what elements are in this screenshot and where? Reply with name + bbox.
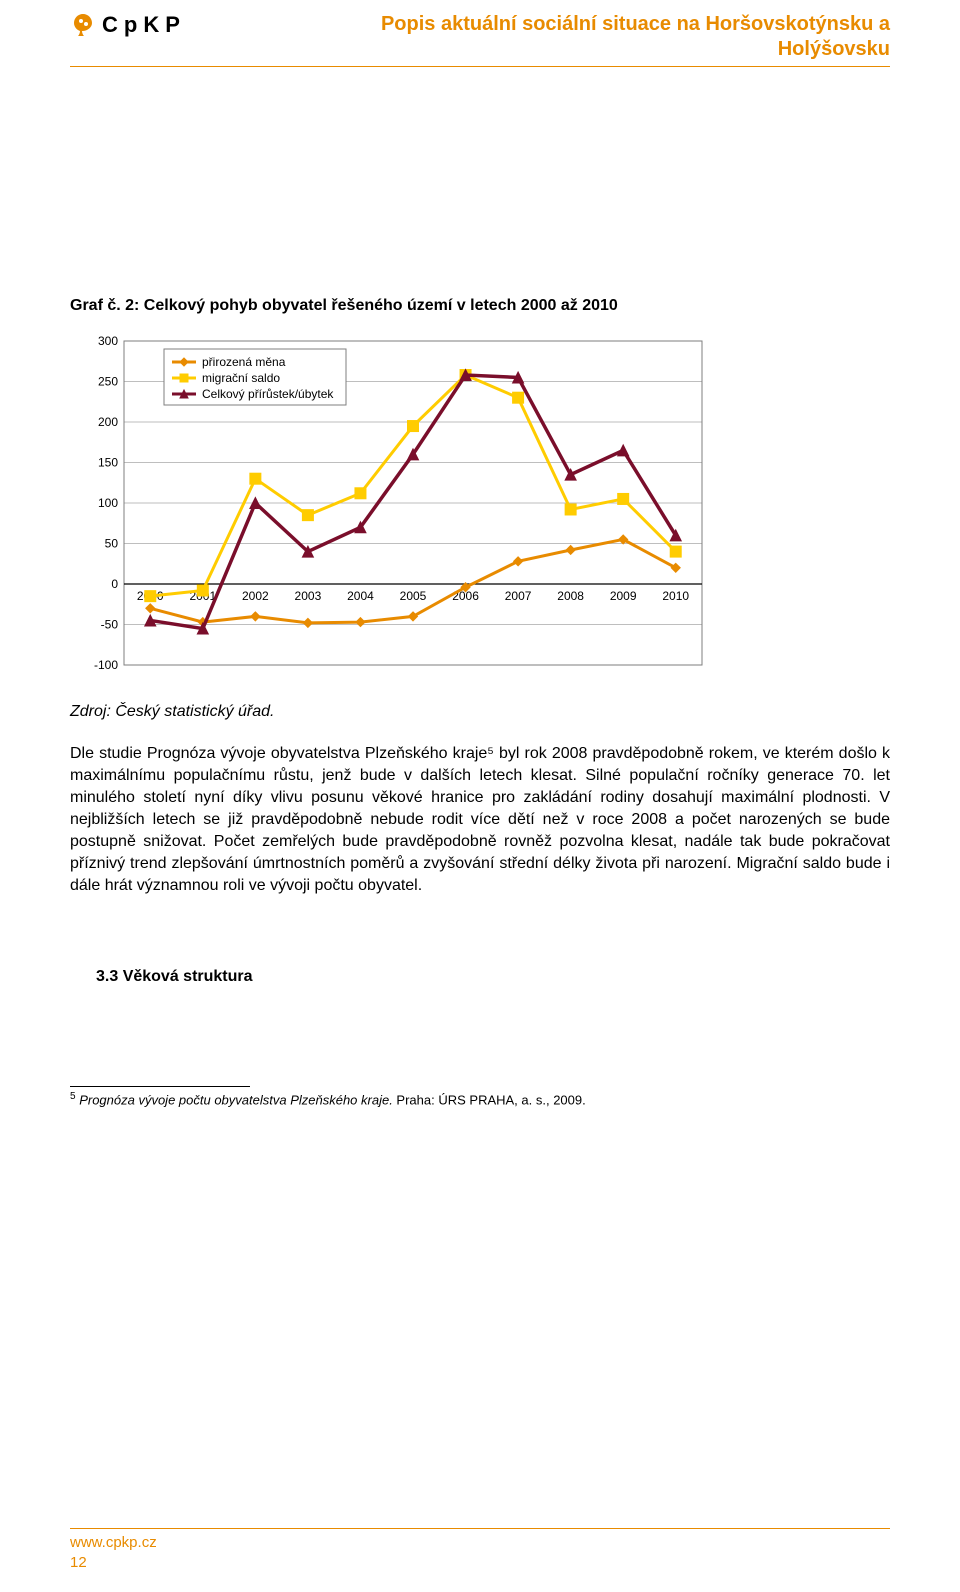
svg-text:-50: -50 bbox=[101, 618, 119, 632]
svg-text:200: 200 bbox=[98, 415, 118, 429]
chart-container: -100-50050100150200250300200020012002200… bbox=[76, 331, 716, 695]
svg-text:250: 250 bbox=[98, 375, 118, 389]
svg-text:2010: 2010 bbox=[662, 589, 689, 603]
svg-text:0: 0 bbox=[111, 577, 118, 591]
svg-text:přirozená měna: přirozená měna bbox=[202, 355, 286, 369]
svg-text:2002: 2002 bbox=[242, 589, 269, 603]
svg-text:Celkový přírůstek/úbytek: Celkový přírůstek/úbytek bbox=[202, 387, 334, 401]
chart-source: Zdroj: Český statistický úřad. bbox=[70, 703, 890, 721]
section-heading: 3.3 Věková struktura bbox=[96, 968, 890, 986]
svg-text:2003: 2003 bbox=[295, 589, 322, 603]
svg-text:2004: 2004 bbox=[347, 589, 374, 603]
svg-text:50: 50 bbox=[105, 537, 119, 551]
line-chart: -100-50050100150200250300200020012002200… bbox=[76, 331, 716, 691]
page-footer: www.cpkp.cz 12 bbox=[70, 1528, 890, 1572]
logo-text: CpKP bbox=[102, 12, 186, 38]
page-header: CpKP Popis aktuální sociální situace na … bbox=[70, 12, 890, 67]
footnote-number: 5 bbox=[70, 1091, 76, 1102]
svg-text:2005: 2005 bbox=[400, 589, 427, 603]
footnote-italic: Prognóza vývoje počtu obyvatelstva Plzeň… bbox=[79, 1092, 393, 1107]
svg-text:migrační saldo: migrační saldo bbox=[202, 371, 280, 385]
svg-text:2009: 2009 bbox=[610, 589, 637, 603]
svg-text:300: 300 bbox=[98, 334, 118, 348]
header-title-line1: Popis aktuální sociální situace na Horšo… bbox=[381, 13, 890, 35]
svg-text:100: 100 bbox=[98, 496, 118, 510]
footnote-rule bbox=[70, 1086, 250, 1087]
logo-icon bbox=[70, 12, 96, 38]
svg-text:2008: 2008 bbox=[557, 589, 584, 603]
svg-text:-100: -100 bbox=[94, 658, 118, 672]
footnote-rest: Praha: ÚRS PRAHA, a. s., 2009. bbox=[393, 1092, 586, 1107]
header-title: Popis aktuální sociální situace na Horšo… bbox=[186, 12, 890, 62]
body-paragraph: Dle studie Prognóza vývoje obyvatelstva … bbox=[70, 743, 890, 898]
footnote: 5 Prognóza vývoje počtu obyvatelstva Plz… bbox=[70, 1091, 890, 1107]
header-title-line2: Holýšovsku bbox=[778, 38, 890, 60]
footer-page-number: 12 bbox=[70, 1553, 890, 1573]
chart-caption: Graf č. 2: Celkový pohyb obyvatel řešené… bbox=[70, 297, 890, 315]
svg-text:2007: 2007 bbox=[505, 589, 532, 603]
footer-url: www.cpkp.cz bbox=[70, 1533, 890, 1553]
footer-rule bbox=[70, 1528, 890, 1529]
svg-text:150: 150 bbox=[98, 456, 118, 470]
logo: CpKP bbox=[70, 12, 186, 38]
